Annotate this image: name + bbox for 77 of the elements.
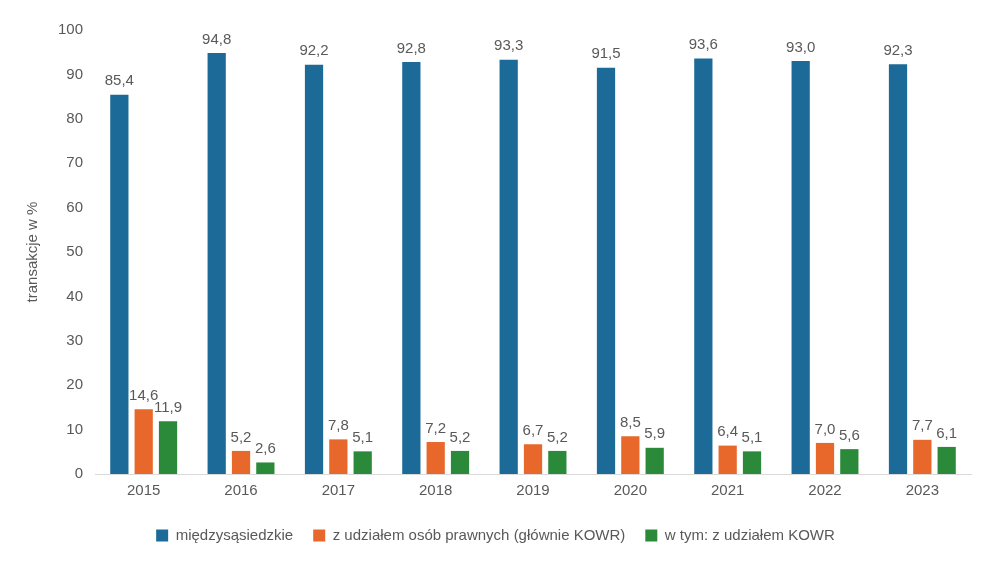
data-label: 5,2 [449,427,471,445]
bar [888,64,908,474]
data-label: 85,4 [104,71,134,89]
data-label: 92,8 [396,38,426,56]
bar [913,439,932,474]
y-tick-label: 30 [66,330,84,348]
bar [499,59,518,474]
x-tick-label: 2020 [613,481,648,499]
data-label: 6,7 [522,420,544,438]
bar [742,451,762,474]
data-label: 93,6 [688,35,718,53]
bar [256,462,275,474]
data-label: 7,7 [911,416,933,434]
bar [402,61,421,474]
bar [694,58,713,474]
bar [353,451,372,474]
legend-label: w tym: z udziałem KOWR [663,525,836,543]
bar [158,421,178,474]
data-label: 7,2 [425,418,447,436]
data-label: 5,2 [546,427,568,445]
data-label: 7,8 [327,416,349,434]
y-tick-label: 50 [66,242,84,260]
y-tick-label: 90 [66,64,84,82]
bar [596,67,616,474]
bar [840,449,859,474]
data-label: 92,2 [299,41,329,59]
y-tick-label: 70 [66,153,84,171]
data-label: 5,1 [352,428,374,445]
data-label: 7,0 [814,419,836,437]
bar [134,409,153,474]
y-tick-label: 10 [66,419,84,437]
data-label: 6,1 [936,423,958,441]
x-tick-label: 2021 [710,481,745,499]
bar [791,61,810,474]
data-label: 93,0 [786,37,816,55]
bar [329,439,348,474]
bar [523,444,543,474]
y-axis-title: transakcje w % [23,201,41,303]
data-label: 5,2 [230,427,252,445]
data-label: 5,6 [838,425,860,443]
bar [548,450,567,474]
bar [645,447,664,474]
y-tick-label: 20 [66,375,84,393]
x-tick-label: 2019 [516,481,550,499]
data-label: 92,3 [883,40,913,58]
bar [207,53,226,474]
data-label: 5,9 [644,424,666,442]
bar [426,442,445,474]
data-label: 8,5 [619,412,641,430]
y-tick-label: 100 [58,20,84,38]
data-label: 2,6 [254,439,276,457]
legend-label: z udziałem osób prawnych (głównie KOWR) [332,525,626,543]
data-label: 6,4 [717,422,739,440]
legend-label: międzysąsiedzkie [175,525,294,543]
bar [718,445,737,474]
bar [621,436,640,474]
y-tick-label: 0 [74,464,84,482]
x-tick-label: 2015 [127,481,161,499]
bar [937,446,956,474]
data-label: 94,8 [202,29,232,47]
y-tick-label: 60 [66,197,84,215]
bar [231,450,251,474]
data-label: 93,3 [494,36,524,54]
x-tick-label: 2016 [224,481,258,499]
y-tick-label: 80 [66,108,84,126]
y-tick-label: 40 [66,286,84,304]
x-tick-label: 2022 [808,481,842,499]
bar [815,442,835,474]
data-label: 91,5 [591,44,621,62]
bar [110,94,129,474]
x-tick-label: 2018 [419,481,453,499]
data-label: 5,1 [741,428,763,445]
bar [304,64,324,474]
x-tick-label: 2017 [321,481,356,499]
data-label: 14,6 [129,385,159,403]
bar [450,450,470,474]
x-tick-label: 2023 [905,481,940,499]
